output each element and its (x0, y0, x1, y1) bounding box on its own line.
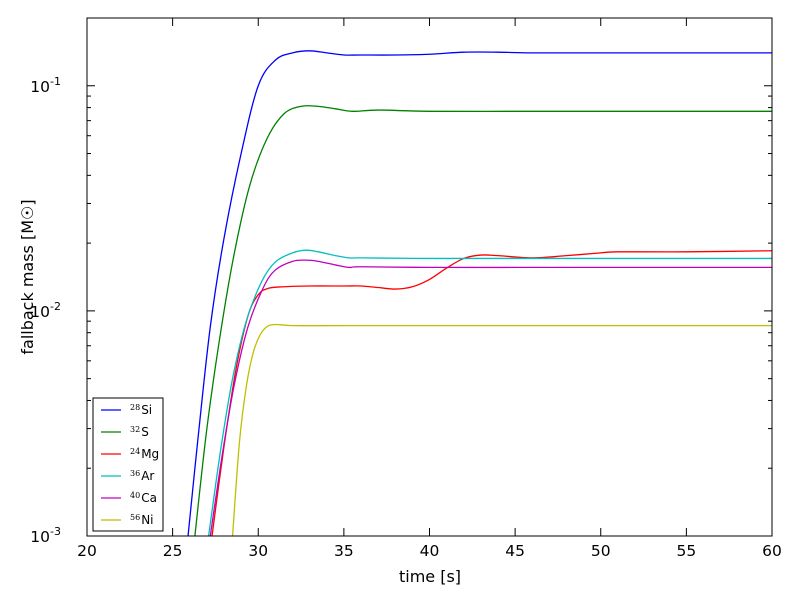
x-tick-label: 55 (677, 542, 697, 560)
series-line-ni (231, 323, 772, 536)
series-line-ar (207, 249, 772, 536)
plot-area (87, 18, 772, 536)
legend-box (92, 397, 164, 532)
series-line-si (187, 50, 772, 536)
x-tick-label: 50 (591, 542, 611, 560)
legend-label-s: 32S (130, 425, 149, 439)
x-tick-label: 60 (762, 542, 782, 560)
y-tick-label: 10-3 (30, 525, 61, 546)
y-tick-label: 10-1 (30, 75, 61, 96)
x-axis-label: time [s] (399, 567, 461, 586)
x-axis-ticks: 20 25 30 35 40 45 50 55 60 (77, 18, 782, 560)
x-tick-label: 30 (248, 542, 268, 560)
legend-label-si: 28Si (130, 403, 152, 417)
y-axis-label: fallback mass [M☉] (18, 199, 37, 354)
series-line-mg (211, 250, 772, 536)
legend: 28Si 32S 24Mg 36Ar 40Ca 56Ni (92, 397, 164, 532)
series-line-ca (209, 259, 772, 536)
x-tick-label: 25 (163, 542, 183, 560)
legend-label-ca: 40Ca (130, 491, 157, 505)
x-tick-label: 40 (420, 542, 440, 560)
series-layer (187, 50, 772, 536)
x-tick-label: 45 (505, 542, 525, 560)
series-line-s (194, 105, 772, 536)
legend-label-ni: 56Ni (130, 513, 154, 527)
legend-label-mg: 24Mg (130, 447, 159, 461)
x-tick-label: 20 (77, 542, 97, 560)
x-tick-label: 35 (334, 542, 354, 560)
legend-label-ar: 36Ar (130, 469, 154, 483)
